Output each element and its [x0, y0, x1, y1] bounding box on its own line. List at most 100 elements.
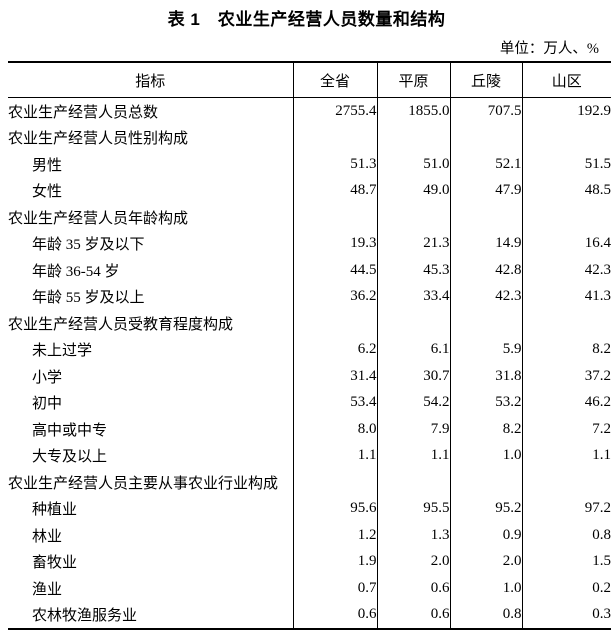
value-cell: 192.9	[521, 97, 611, 125]
table-row: 渔业 0.7 0.6 1.0 0.2	[8, 575, 611, 602]
value-cell	[292, 204, 377, 231]
value-cell: 45.3	[376, 257, 450, 284]
indicator-cell: 年龄 36-54 岁	[32, 263, 120, 280]
value-cell: 1.1	[521, 442, 611, 469]
indicator-cell: 初中	[32, 396, 63, 413]
value-cell: 7.9	[376, 416, 450, 443]
value-cell: 707.5	[449, 97, 522, 125]
value-cell: 0.9	[449, 522, 522, 549]
value-cell: 53.4	[292, 389, 377, 416]
table-row: 初中 53.4 54.2 53.2 46.2	[8, 389, 611, 416]
indicator-cell: 高中或中专	[32, 422, 108, 439]
indicator-cell: 男性	[32, 157, 63, 174]
value-cell	[292, 124, 377, 151]
table-body: 农业生产经营人员总数 2755.4 1855.0 707.5 192.9 农业生产经营人员…	[8, 97, 611, 629]
value-cell: 0.8	[521, 522, 611, 549]
value-cell: 42.8	[449, 257, 522, 284]
value-cell: 53.2	[449, 389, 522, 416]
indicator-cell: 年龄 55 岁及以上	[32, 290, 145, 307]
value-cell: 52.1	[449, 151, 522, 178]
value-cell: 2.0	[376, 548, 450, 575]
table-row: 农业生产经营人员受教育程度构成	[8, 310, 611, 337]
value-cell	[376, 124, 450, 151]
table-row: 农业生产经营人员性别构成	[8, 124, 611, 151]
value-cell: 2755.4	[292, 97, 377, 125]
indicator-cell: 农业生产经营人员年龄构成	[8, 210, 189, 227]
value-cell	[521, 124, 611, 151]
indicator-cell: 种植业	[32, 502, 78, 519]
value-cell	[521, 469, 611, 496]
value-cell	[449, 310, 522, 337]
table-row: 农业生产经营人员年龄构成	[8, 204, 611, 231]
value-cell: 1.3	[376, 522, 450, 549]
value-cell	[449, 124, 522, 151]
column-header-indicator: 指标	[8, 62, 293, 98]
indicator-cell: 农业生产经营人员总数	[8, 104, 159, 121]
indicator-cell: 大专及以上	[32, 449, 108, 466]
value-cell: 0.6	[376, 575, 450, 602]
table-row: 农业生产经营人员总数 2755.4 1855.0 707.5 192.9	[8, 97, 611, 125]
value-cell: 8.0	[292, 416, 377, 443]
table-row: 农业生产经营人员主要从事农业行业构成	[8, 469, 611, 496]
value-cell: 0.3	[521, 601, 611, 629]
value-cell: 8.2	[449, 416, 522, 443]
value-cell: 42.3	[521, 257, 611, 284]
value-cell: 51.5	[521, 151, 611, 178]
value-cell: 0.6	[292, 601, 377, 629]
value-cell: 0.7	[292, 575, 377, 602]
indicator-cell: 农业生产经营人员主要从事农业行业构成	[8, 475, 279, 492]
value-cell: 1.2	[292, 522, 377, 549]
table-title: 表 1 农业生产经营人员数量和结构	[167, 10, 446, 29]
value-cell: 14.9	[449, 230, 522, 257]
column-header-whole-province: 全省	[292, 62, 377, 98]
value-cell: 51.3	[292, 151, 377, 178]
value-cell: 36.2	[292, 283, 377, 310]
table-row: 年龄 36-54 岁 44.5 45.3 42.8 42.3	[8, 257, 611, 284]
value-cell	[521, 310, 611, 337]
value-cell	[449, 204, 522, 231]
value-cell: 1.9	[292, 548, 377, 575]
indicator-cell: 农林牧渔服务业	[32, 608, 138, 625]
value-cell: 5.9	[449, 336, 522, 363]
value-cell: 46.2	[521, 389, 611, 416]
indicator-cell: 年龄 35 岁及以下	[32, 237, 145, 254]
indicator-cell: 畜牧业	[32, 555, 78, 572]
indicator-cell: 渔业	[32, 581, 63, 598]
value-cell: 95.2	[449, 495, 522, 522]
value-cell: 48.5	[521, 177, 611, 204]
indicator-cell: 林业	[32, 528, 63, 545]
value-cell: 1855.0	[376, 97, 450, 125]
value-cell: 48.7	[292, 177, 377, 204]
indicator-cell: 农业生产经营人员性别构成	[8, 131, 189, 148]
value-cell: 16.4	[521, 230, 611, 257]
table-row: 种植业 95.6 95.5 95.2 97.2	[8, 495, 611, 522]
table-row: 未上过学 6.2 6.1 5.9 8.2	[8, 336, 611, 363]
table-row: 男性 51.3 51.0 52.1 51.5	[8, 151, 611, 178]
unit-note: 单位：万人、%	[499, 41, 599, 57]
value-cell: 1.1	[376, 442, 450, 469]
value-cell: 1.5	[521, 548, 611, 575]
value-cell: 8.2	[521, 336, 611, 363]
indicator-cell: 未上过学	[32, 343, 93, 360]
value-cell: 47.9	[449, 177, 522, 204]
value-cell: 49.0	[376, 177, 450, 204]
value-cell: 51.0	[376, 151, 450, 178]
value-cell: 30.7	[376, 363, 450, 390]
table-row: 林业 1.2 1.3 0.9 0.8	[8, 522, 611, 549]
column-header-hills: 丘陵	[449, 62, 522, 98]
value-cell: 7.2	[521, 416, 611, 443]
value-cell: 33.4	[376, 283, 450, 310]
value-cell: 0.6	[376, 601, 450, 629]
header-row: 指标 全省 平原 丘陵 山区	[8, 62, 611, 98]
value-cell: 21.3	[376, 230, 450, 257]
value-cell: 44.5	[292, 257, 377, 284]
column-header-mountain: 山区	[521, 62, 611, 98]
value-cell	[521, 204, 611, 231]
value-cell: 95.5	[376, 495, 450, 522]
value-cell	[292, 310, 377, 337]
value-cell: 42.3	[449, 283, 522, 310]
value-cell	[376, 469, 450, 496]
value-cell: 95.6	[292, 495, 377, 522]
table-row: 农林牧渔服务业 0.6 0.6 0.8 0.3	[8, 601, 611, 629]
value-cell: 0.2	[521, 575, 611, 602]
